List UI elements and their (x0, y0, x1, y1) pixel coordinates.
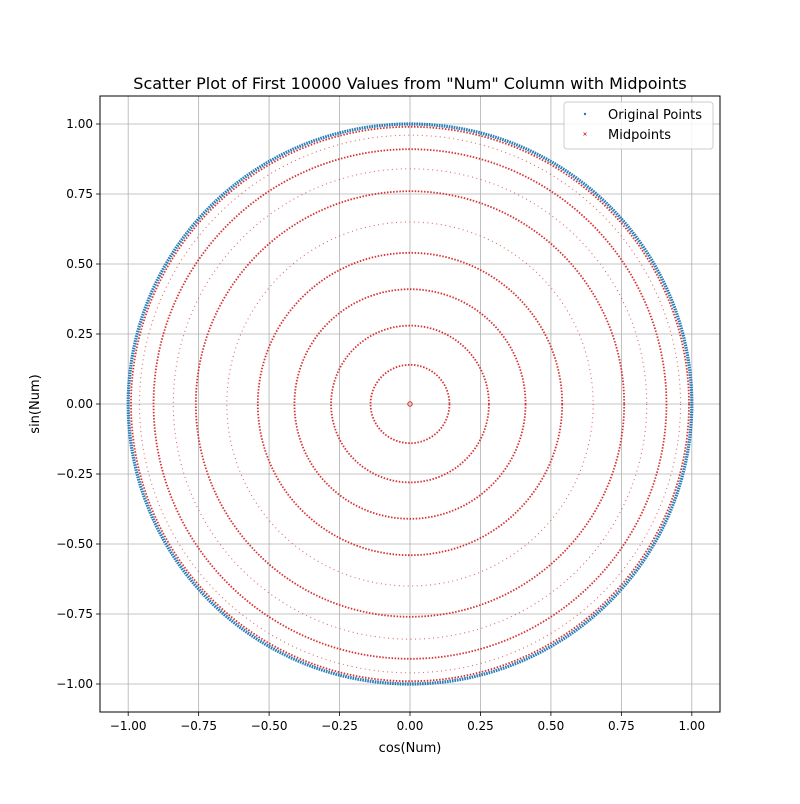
midpoint-ring (194, 190, 626, 618)
midpoint-ring (330, 324, 490, 484)
midpoint-ring (138, 134, 682, 674)
x-tick-label: −1.00 (110, 719, 147, 733)
chart-title: Scatter Plot of First 10000 Values from … (133, 74, 686, 93)
midpoint-ring (152, 148, 668, 660)
legend-marker-midpoints (583, 132, 587, 136)
x-tick-label: −0.25 (321, 719, 358, 733)
legend-marker-original (583, 112, 587, 116)
y-tick-label: 0.00 (66, 397, 93, 411)
midpoint-ring (369, 363, 451, 445)
legend: Original Points Midpoints (563, 101, 714, 150)
y-tick-label: 1.00 (66, 117, 93, 131)
midpoint-ring (226, 221, 594, 587)
x-tick-label: 1.00 (678, 719, 705, 733)
x-tick-label: 0.50 (538, 719, 565, 733)
y-tick-label: 0.75 (66, 187, 93, 201)
original-points-ring (126, 122, 694, 686)
series-midpoints (130, 125, 690, 683)
data-layer (126, 122, 694, 686)
x-tick-label: 0.00 (397, 719, 424, 733)
midpoint-center (407, 401, 413, 407)
y-tick-label: 0.50 (66, 257, 93, 271)
midpoint-ring (256, 251, 564, 557)
midpoint-ring (293, 288, 527, 520)
legend-label-original: Original Points (608, 108, 702, 123)
x-tick-label: −0.75 (180, 719, 217, 733)
legend-label-midpoints: Midpoints (608, 128, 671, 143)
series-original-points (126, 122, 694, 686)
x-tick-label: 0.25 (467, 719, 494, 733)
x-axis-label: cos(Num) (379, 741, 442, 756)
y-tick-label: −1.00 (56, 677, 93, 691)
x-tick-label: 0.75 (608, 719, 635, 733)
midpoint-ring (172, 168, 648, 640)
midpoint-ring (130, 125, 690, 683)
y-axis-label: sin(Num) (28, 374, 43, 433)
y-tick-label: −0.50 (56, 537, 93, 551)
y-tick-label: 0.25 (66, 327, 93, 341)
x-tick-label: −0.50 (251, 719, 288, 733)
y-tick-label: −0.25 (56, 467, 93, 481)
legend-box (563, 101, 714, 150)
tick-layer: −1.00 −0.75 −0.50 −0.25 0.00 0.25 0.50 0.75 1.00… (56, 117, 705, 733)
y-tick-label: −0.75 (56, 607, 93, 621)
